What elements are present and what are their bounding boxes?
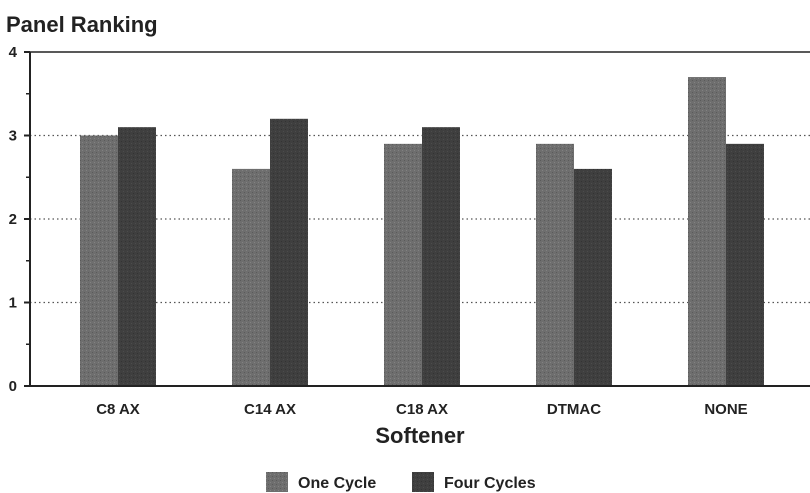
legend-swatch-one-cycle xyxy=(266,472,288,492)
x-tick-label: DTMAC xyxy=(547,401,601,418)
bar-one-cycle-dtmac xyxy=(536,143,574,386)
y-axis-title: Panel Ranking xyxy=(6,12,158,37)
y-tick-label: 4 xyxy=(9,44,18,61)
bar-four-cycles-none xyxy=(726,143,764,386)
bars-group xyxy=(80,77,764,387)
bar-one-cycle-c8-ax xyxy=(80,135,118,386)
legend-label-four-cycles: Four Cycles xyxy=(444,475,536,492)
x-tick-label: C8 AX xyxy=(96,401,140,418)
bar-four-cycles-c18-ax xyxy=(422,127,460,387)
y-ticks: 0 1 2 3 4 xyxy=(9,44,30,395)
bar-four-cycles-dtmac xyxy=(574,168,612,386)
x-tick-labels: C8 AX C14 AX C18 AX DTMAC NONE xyxy=(96,401,747,418)
bar-four-cycles-c14-ax xyxy=(270,118,308,387)
x-tick-label: C18 AX xyxy=(396,401,448,418)
bar-one-cycle-c14-ax xyxy=(232,168,270,386)
bar-one-cycle-none xyxy=(688,77,726,387)
y-tick-label: 0 xyxy=(9,378,17,395)
x-tick-label: NONE xyxy=(704,401,747,418)
y-tick-label: 1 xyxy=(9,295,17,312)
legend: One Cycle Four Cycles xyxy=(266,472,536,492)
bar-four-cycles-c8-ax xyxy=(118,127,156,387)
bar-one-cycle-c18-ax xyxy=(384,143,422,386)
legend-swatch-four-cycles xyxy=(412,472,434,492)
y-tick-label: 2 xyxy=(9,211,17,228)
x-tick-label: C14 AX xyxy=(244,401,296,418)
x-axis-title: Softener xyxy=(375,423,465,448)
y-tick-label: 3 xyxy=(9,128,17,145)
legend-label-one-cycle: One Cycle xyxy=(298,475,376,492)
